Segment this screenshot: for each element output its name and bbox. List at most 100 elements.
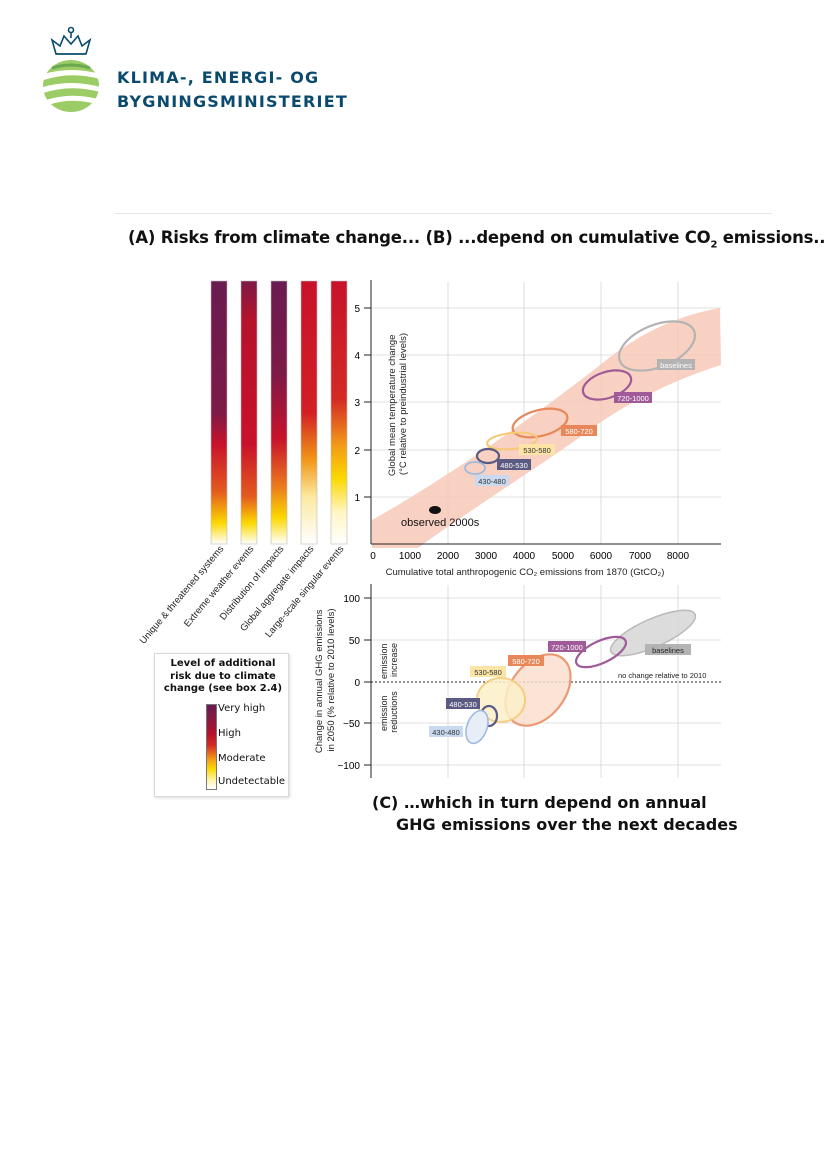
legend-level: Undetectable	[218, 776, 286, 787]
label-580-720-text: 580-720	[565, 427, 593, 436]
panel-c-ytick-marks	[364, 597, 371, 766]
panel-b-xtick: 5000	[552, 551, 575, 562]
panel-b-xtick: 1000	[399, 551, 422, 562]
panel-b-chart: 1 2 3 4 5 Global mean temperature change…	[354, 280, 721, 578]
label-430-480: 430-480	[475, 475, 509, 486]
figure-headline: (A) Risks from climate change... (B) ...…	[128, 228, 827, 250]
panel-b-xtick: 7000	[629, 551, 652, 562]
panel-c-caption: (C) …which in turn depend on annual GHG …	[372, 792, 738, 836]
panel-b-ylabel-line: (°C relative to preindustrial levels)	[398, 333, 409, 475]
legend-title-line: Level of additional	[170, 658, 276, 669]
panel-b-ylabel-line: Global mean temperature change	[387, 335, 398, 477]
ellipse-c-720-1000	[574, 635, 628, 669]
panel-b-xtick: 6000	[590, 551, 613, 562]
panel-b-xtick: 3000	[475, 551, 498, 562]
emission-reductions-line: emission	[379, 696, 389, 732]
label-530-580-text: 530-580	[523, 446, 551, 455]
globe-icon	[43, 60, 100, 112]
panel-b-ytick: 1	[354, 493, 360, 504]
ellipse-c-430-480	[465, 709, 489, 745]
panel-b-ytick: 3	[354, 398, 360, 409]
risk-bar-global-aggregate	[300, 280, 318, 545]
risk-legend: Level of additional risk due to climate …	[154, 653, 289, 797]
label-c-530-580: 530-580	[470, 666, 506, 677]
ellipse-580-720	[511, 407, 569, 439]
ministry-name: KLIMA-, ENERGI- OG BYGNINGSMINISTERIET	[117, 66, 348, 114]
ministry-name-line1: KLIMA-, ENERGI- OG	[117, 68, 320, 87]
emission-increase-line: emission	[379, 644, 389, 680]
no-change-label: no change relative to 2010	[618, 671, 706, 680]
headline-part1: (A) Risks from climate change... (B) ...…	[128, 228, 711, 247]
panel-b-ytick: 2	[354, 446, 360, 457]
label-530-580: 530-580	[519, 444, 555, 455]
headline-part2: emissions...	[717, 228, 827, 247]
panel-b-xtick: 0	[370, 551, 376, 562]
observed-2000s-marker	[429, 506, 441, 514]
panel-c-ylabel: Change in annual GHG emissions in 2050 (…	[314, 607, 337, 753]
legend-color-scale	[206, 704, 217, 790]
label-c-720-1000-text: 720-1000	[551, 643, 583, 652]
risk-bar-extreme-weather	[240, 280, 258, 545]
panel-c-chart: 100 50 0 −50 −100 Change in annual GHG e…	[314, 584, 721, 778]
panel-b-xlabel: Cumulative total anthropogenic CO₂ emiss…	[386, 567, 665, 578]
risk-bar-unique-systems	[210, 280, 228, 545]
label-c-430-480-text: 430-480	[432, 728, 460, 737]
label-baselines: baselines	[657, 359, 695, 370]
label-720-1000-text: 720-1000	[617, 394, 649, 403]
label-c-baselines: baselines	[645, 644, 691, 655]
panel-b-xtick: 4000	[513, 551, 536, 562]
ellipse-720-1000	[581, 369, 633, 401]
legend-level: Very high	[218, 703, 266, 714]
legend-level: High	[218, 728, 241, 739]
panel-c-ylabel-line: Change in annual GHG emissions	[314, 609, 325, 753]
uncertainty-band	[372, 308, 721, 548]
label-430-480-text: 430-480	[478, 477, 506, 486]
label-480-530-text: 480-530	[500, 461, 528, 470]
panel-c-ylabel-line: in 2050 (% relative to 2010 levels)	[326, 608, 337, 751]
emission-increase-line: increase	[389, 643, 399, 677]
ellipse-430-480	[464, 461, 486, 475]
caption-c-line2: GHG emissions over the next decades	[396, 815, 738, 834]
ministry-logo	[43, 26, 100, 112]
label-c-720-1000: 720-1000	[548, 641, 586, 652]
panel-b-xtick: 8000	[667, 551, 690, 562]
caption-c-line1: (C) …which in turn depend on annual	[372, 793, 707, 812]
ellipse-480-530	[475, 447, 501, 465]
ellipse-c-baselines	[609, 609, 697, 657]
emission-reductions-label: emission reductions	[379, 691, 399, 733]
legend-title-line: change (see box 2.4)	[163, 683, 283, 694]
panel-b-ylabel: Global mean temperature change (°C relat…	[387, 332, 409, 476]
emission-increase-label: emission increase	[379, 641, 399, 679]
panel-c-ytick: 50	[349, 636, 361, 647]
panel-b-xtick: 2000	[437, 551, 460, 562]
risk-bar-large-scale	[330, 280, 348, 545]
risk-bar-distribution	[270, 280, 288, 545]
label-c-580-720: 580-720	[508, 655, 544, 666]
label-c-480-530-text: 480-530	[449, 700, 477, 709]
headline-sub: 2	[710, 239, 718, 251]
ellipse-530-580	[486, 431, 538, 451]
legend-title-line: risk due to climate	[170, 670, 276, 682]
label-c-baselines-text: baselines	[652, 646, 684, 655]
panel-b-ytick: 4	[354, 351, 360, 362]
label-580-720: 580-720	[561, 425, 597, 436]
label-720-1000: 720-1000	[614, 392, 652, 403]
legend-title: Level of additional risk due to climate …	[161, 658, 285, 696]
label-c-480-530: 480-530	[446, 698, 480, 709]
label-c-530-580-text: 530-580	[474, 668, 502, 677]
label-c-430-480: 430-480	[429, 726, 463, 737]
panel-c-ytick: −50	[343, 719, 360, 730]
emission-reductions-line: reductions	[389, 691, 399, 733]
panel-b-ytick-marks	[364, 307, 371, 498]
label-480-530: 480-530	[497, 459, 531, 470]
panel-b-ytick: 5	[354, 304, 360, 315]
panel-c-ytick: −100	[337, 761, 360, 772]
panel-c-ytick: 100	[343, 594, 360, 605]
panel-c-ytick: 0	[354, 678, 360, 689]
label-c-580-720-text: 580-720	[512, 657, 540, 666]
crown-icon	[50, 26, 92, 55]
label-baselines-text: baselines	[660, 361, 692, 370]
legend-level: Moderate	[218, 753, 266, 764]
risk-bars-panel: Unique & threatened systems Extreme weat…	[138, 280, 348, 646]
observed-2000s-label: observed 2000s	[401, 517, 480, 529]
